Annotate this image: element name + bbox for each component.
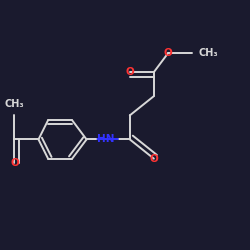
Text: CH₃: CH₃ [4, 99, 24, 110]
Text: O: O [126, 67, 134, 77]
Text: CH₃: CH₃ [198, 48, 218, 58]
Text: O: O [164, 48, 173, 58]
Text: O: O [150, 154, 158, 164]
Text: HN: HN [97, 134, 114, 144]
Text: O: O [10, 158, 19, 168]
